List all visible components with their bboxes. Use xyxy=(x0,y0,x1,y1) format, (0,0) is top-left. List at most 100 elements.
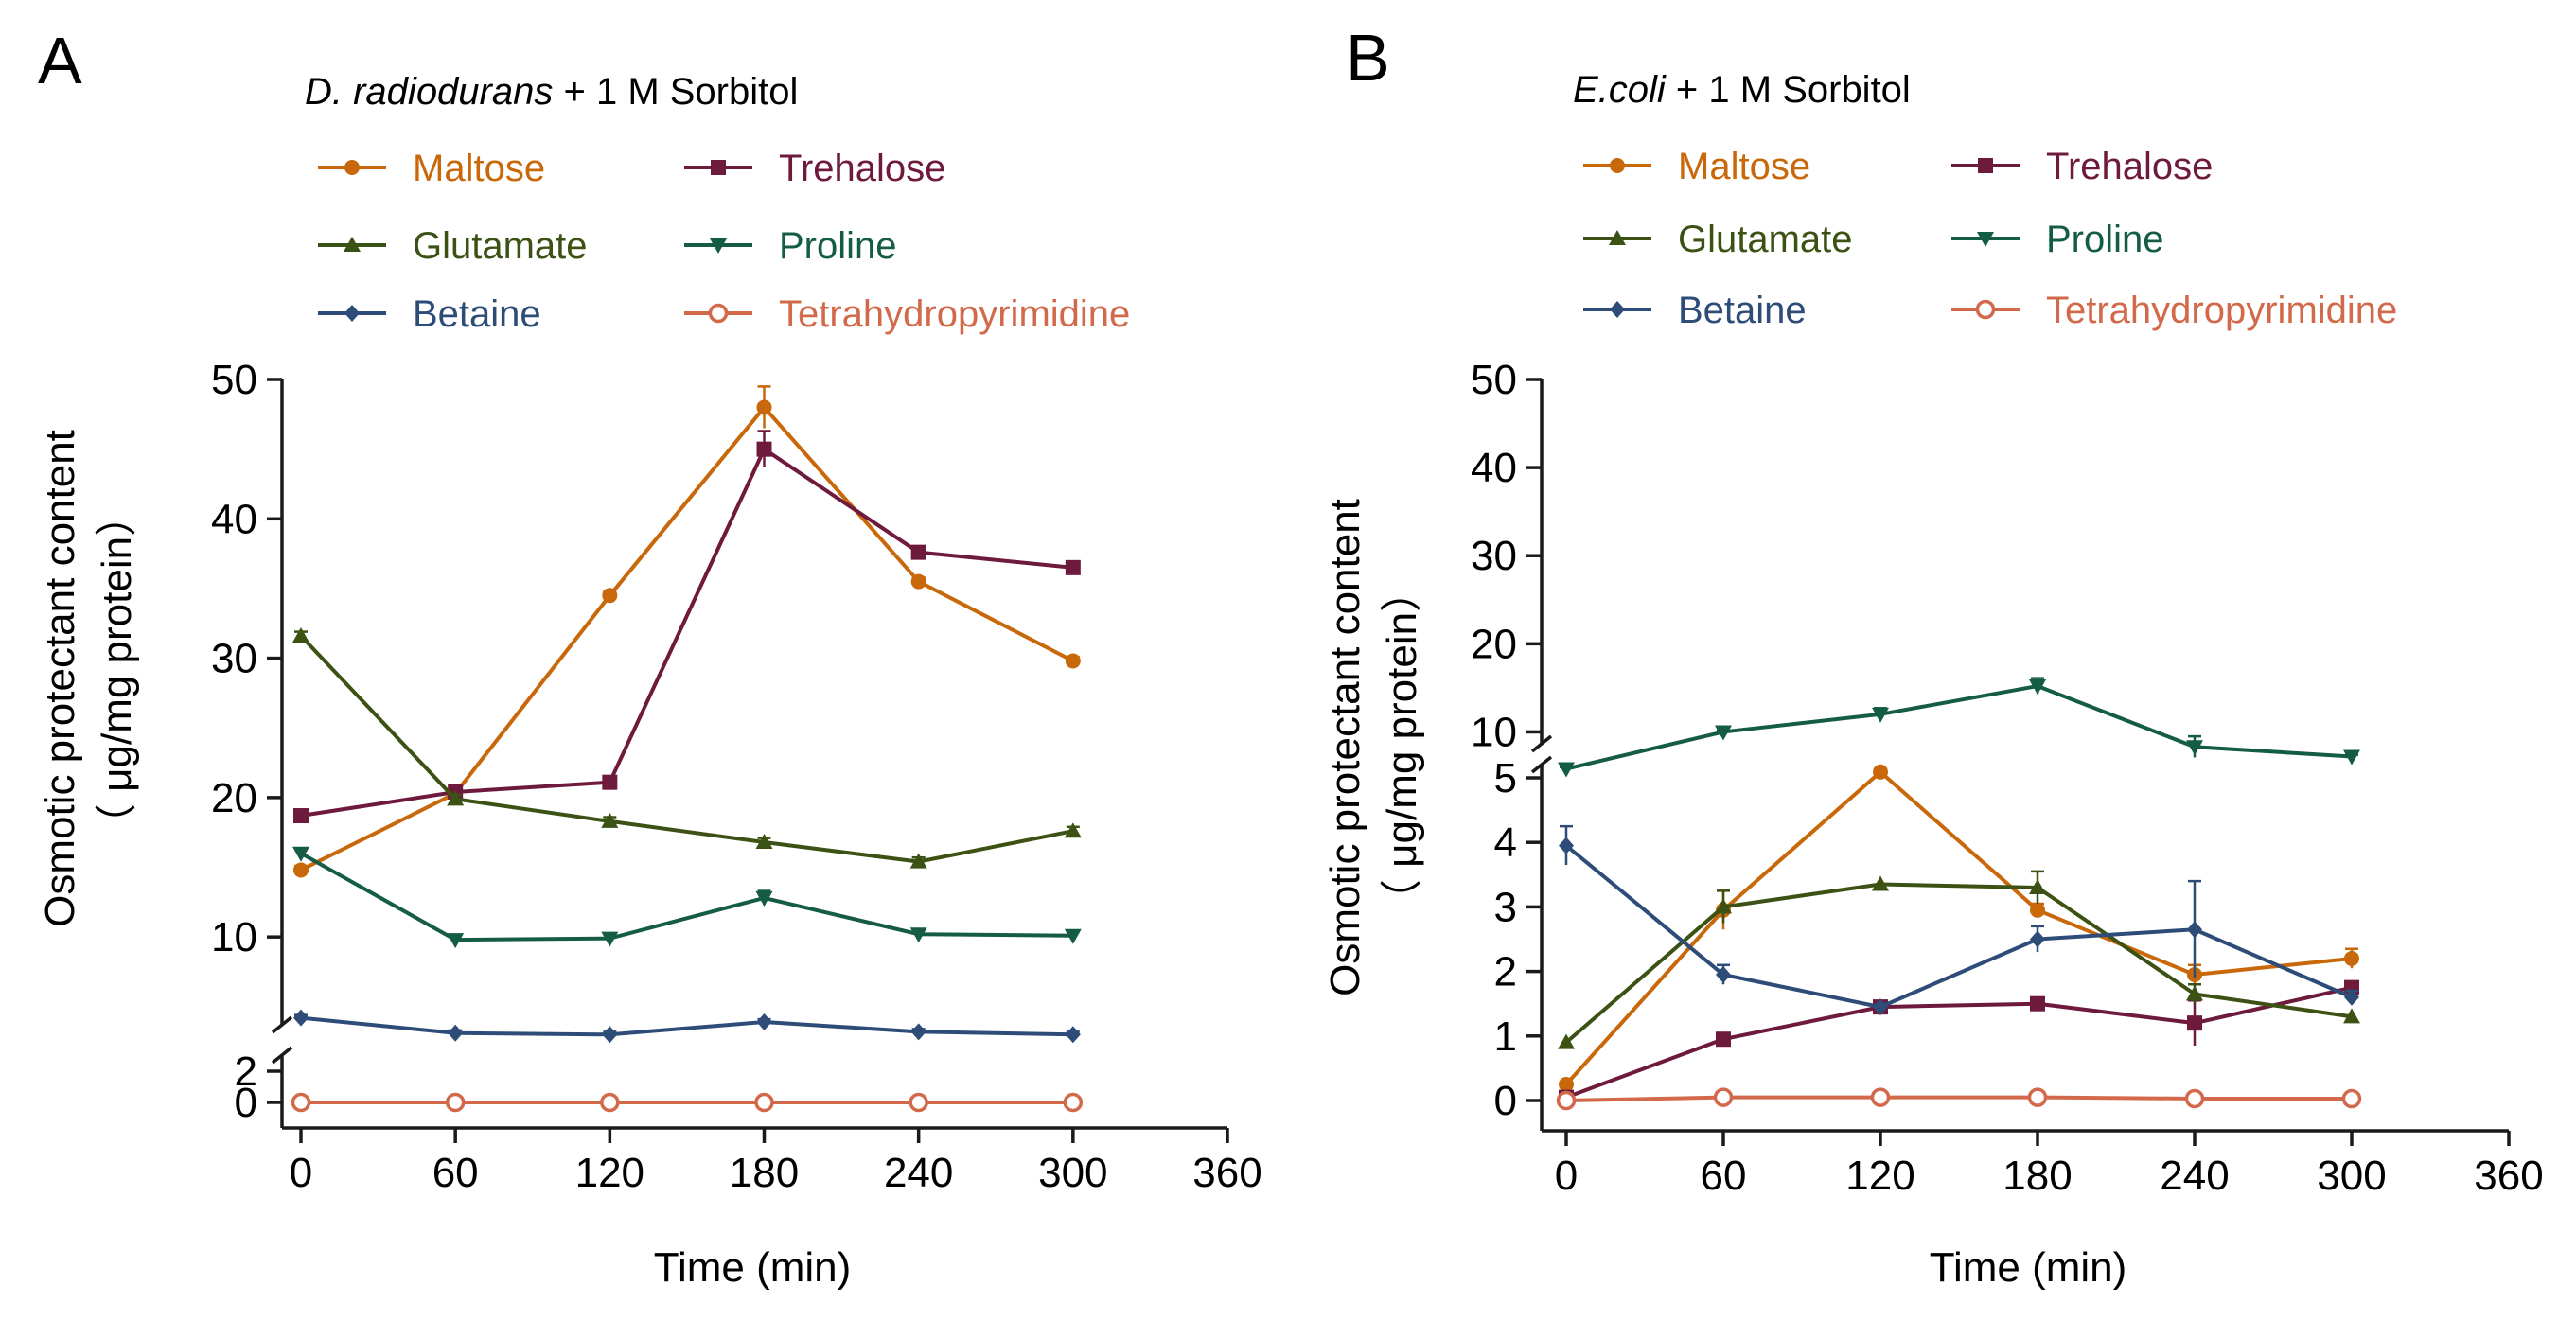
panel-a-y-tick-label: 20 xyxy=(211,775,257,821)
panel-a-betaine-point xyxy=(448,1024,464,1042)
panel-b-xlabel: Time (min) xyxy=(1930,1244,2127,1291)
panel-a-legend-proline-label: Proline xyxy=(779,225,897,267)
panel-b-legend-maltose-label: Maltose xyxy=(1678,146,1810,187)
panel-a-glutamate-line xyxy=(299,634,1074,864)
panel-a-tetrahydropyrimidine-point xyxy=(291,1092,311,1113)
panel-a-x-tick-label: 0 xyxy=(290,1150,312,1196)
panel-a-x-tick-label: 180 xyxy=(730,1150,799,1196)
panel-a-maltose-point xyxy=(756,399,772,415)
panel-a-proline-point xyxy=(909,927,927,943)
panel-label-a: A xyxy=(38,24,82,97)
panel-b-glutamate-point xyxy=(2029,878,2046,894)
panel-a-betaine-line xyxy=(300,1015,1073,1037)
panel-b-proline-point xyxy=(2186,740,2203,756)
panel-a-xlabel: Time (min) xyxy=(654,1244,852,1291)
panel-a: A D. radiodurans + 1 M Sorbitol Maltose T… xyxy=(37,24,1262,1291)
panel-a-trehalose-point xyxy=(293,808,309,824)
panel-b-betaine-point xyxy=(2344,988,2359,1006)
panel-a-x-tick-label: 60 xyxy=(432,1150,479,1196)
panel-b-legend-trehalose-marker xyxy=(1978,158,1993,173)
panel-a-legend-tetrahydropyrimidine: Tetrahydropyrimidine xyxy=(684,293,1130,335)
panel-a-legend-maltose-marker xyxy=(344,160,360,175)
panel-a-title-organism: D. radiodurans xyxy=(305,71,553,113)
panel-b-legend-proline: Proline xyxy=(1951,219,2164,260)
panel-a-series-proline xyxy=(292,846,1082,949)
panel-a-y-tick-label: 10 xyxy=(211,914,257,960)
panel-b-proline-point xyxy=(2343,749,2360,766)
panel-b-legend-tetrahydropyrimidine: Tetrahydropyrimidine xyxy=(1951,290,2397,331)
panel-b-tetrahydropyrimidine-point xyxy=(1556,1090,1577,1111)
panel-b-legend-trehalose: Trehalose xyxy=(1951,146,2213,187)
panel-a-legend-maltose: Maltose xyxy=(318,148,545,189)
panel-b-axis-break-mark xyxy=(1530,755,1553,774)
panel-b-x-tick-label: 240 xyxy=(2160,1153,2229,1199)
panel-a-maltose-line xyxy=(300,404,1074,872)
panel-a-legend: Maltose Trehalose Glutamate Proline Betaine T… xyxy=(318,148,1130,335)
panel-a-y-tick-label: 2 xyxy=(235,1048,257,1095)
panel-b-x-tick-label: 300 xyxy=(2317,1153,2386,1199)
panel-a-tetrahydropyrimidine-point xyxy=(1063,1092,1084,1113)
panel-b-y-tick-label: 2 xyxy=(1494,949,1517,995)
panel-a-trehalose-point xyxy=(910,544,926,560)
panel-b-axes: 0 60 120 180 240 300 360 0 1 2 3 4 510 20 30 40 50 xyxy=(1471,357,2544,1199)
panel-a-proline-point xyxy=(292,846,309,862)
panel-b-ylabel-line1: Osmotic protectant content xyxy=(1322,499,1368,996)
panel-b-glutamate-point xyxy=(1558,1033,1575,1049)
panel-b-tetrahydropyrimidine-point xyxy=(1713,1087,1734,1107)
panel-a-maltose-point xyxy=(293,862,309,878)
panel-b-x-tick-label: 180 xyxy=(2003,1153,2072,1199)
panel-a-legend-proline: Proline xyxy=(684,225,897,267)
panel-a-series-trehalose xyxy=(293,430,1081,824)
panel-a-series-maltose xyxy=(293,385,1081,878)
panel-label-b: B xyxy=(1346,21,1390,95)
panel-a-glutamate-point xyxy=(601,812,619,828)
panel-a-legend-proline-marker xyxy=(710,238,727,254)
panel-b-legend-betaine-label: Betaine xyxy=(1678,290,1807,331)
panel-b-x-tick-label: 360 xyxy=(2474,1153,2543,1199)
panel-a-proline-point xyxy=(1064,928,1082,944)
panel-a-legend-tetrahydropyrimidine-label: Tetrahydropyrimidine xyxy=(779,293,1130,335)
panel-b-y-tick-label: 20 xyxy=(1471,621,1517,667)
panel-a-y-tick-label: 30 xyxy=(211,636,257,682)
panel-b-proline-point xyxy=(1715,725,1732,741)
panel-a-betaine-point xyxy=(910,1023,926,1041)
panel-b-y-tick-label: 1 xyxy=(1494,1013,1517,1060)
panel-a-series-tetrahydropyrimidine xyxy=(291,1092,1084,1113)
panel-a-axis-break-mark xyxy=(271,1015,293,1034)
panel-b-title: E.coli + 1 M Sorbitol xyxy=(1573,69,1911,111)
panel-b-y-tick-label: 4 xyxy=(1494,819,1517,866)
panel-a-trehalose-point xyxy=(602,774,618,790)
panel-b-legend-proline-marker xyxy=(1977,232,1994,247)
panel-b-series-proline xyxy=(1558,677,2360,778)
panel-b-tetrahydropyrimidine-line xyxy=(1565,1095,2352,1102)
panel-b-betaine-point xyxy=(1559,837,1574,854)
panel-a-maltose-point xyxy=(602,588,618,604)
panel-b-glutamate-line xyxy=(1564,882,2353,1045)
panel-a-legend-betaine: Betaine xyxy=(318,293,541,335)
panel-b-legend-proline-label: Proline xyxy=(2046,219,2164,260)
panel-a-legend-betaine-marker xyxy=(344,305,360,322)
panel-a-tetrahydropyrimidine-point xyxy=(754,1092,774,1113)
panel-a-glutamate-point xyxy=(447,790,465,806)
panel-a-legend-glutamate-label: Glutamate xyxy=(413,225,588,267)
panel-a-betaine-point xyxy=(756,1013,772,1031)
panel-b-series-tetrahydropyrimidine xyxy=(1556,1087,2362,1111)
panel-b-y-tick-label: 50 xyxy=(1471,357,1517,403)
panel-a-legend-glutamate: Glutamate xyxy=(318,225,588,267)
panel-a-x-tick-label: 300 xyxy=(1038,1150,1107,1196)
panel-a-x-tick-label: 360 xyxy=(1192,1150,1262,1196)
panel-a-ylabel-line2: （ μg/mg protein） xyxy=(94,495,140,845)
panel-a-ylabel-line1: Osmotic protectant content xyxy=(37,430,83,927)
panel-a-legend-tetrahydropyrimidine-marker xyxy=(708,303,729,324)
panel-b-series-maltose xyxy=(1559,764,2359,1092)
panel-b-proline-line xyxy=(1565,683,2353,771)
panel-a-tetrahydropyrimidine-point xyxy=(445,1092,466,1113)
panel-b-betaine-point xyxy=(1716,966,1731,984)
panel-b-ylabel-line2: （ μg/mg protein） xyxy=(1379,571,1425,921)
panel-b-y-tick-label: 3 xyxy=(1494,884,1517,930)
panel-b-betaine-point xyxy=(2187,921,2202,939)
panel-a-x-tick-label: 240 xyxy=(884,1150,953,1196)
panel-b-y-tick-label: 5 xyxy=(1494,755,1517,801)
